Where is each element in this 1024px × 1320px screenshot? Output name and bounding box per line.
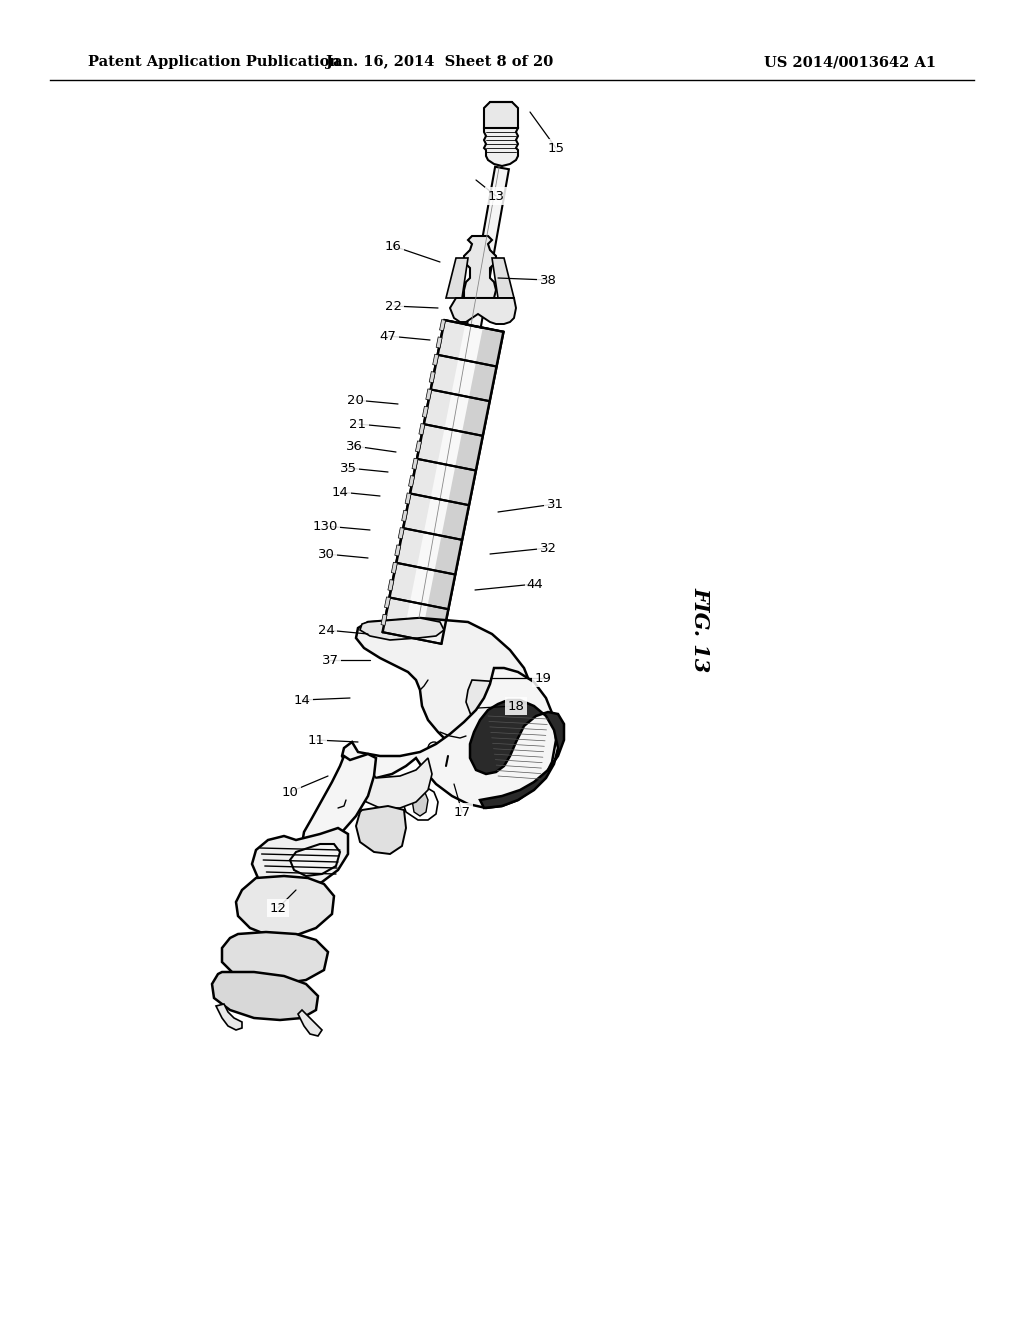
Polygon shape: [470, 700, 564, 808]
Polygon shape: [456, 432, 482, 470]
Polygon shape: [389, 562, 417, 602]
Polygon shape: [388, 579, 394, 591]
Text: 17: 17: [454, 805, 470, 818]
Text: Patent Application Publication: Patent Application Publication: [88, 55, 340, 69]
Polygon shape: [421, 605, 449, 644]
Polygon shape: [466, 680, 510, 726]
Polygon shape: [348, 756, 432, 808]
Circle shape: [516, 686, 532, 704]
Polygon shape: [398, 528, 404, 539]
Text: 19: 19: [535, 672, 552, 685]
Text: 36: 36: [345, 440, 362, 453]
Text: 14: 14: [294, 693, 310, 706]
Polygon shape: [302, 754, 376, 851]
Polygon shape: [356, 618, 534, 756]
Polygon shape: [342, 668, 556, 808]
Polygon shape: [412, 458, 418, 470]
Polygon shape: [439, 319, 445, 331]
Polygon shape: [212, 972, 318, 1020]
Polygon shape: [406, 492, 411, 504]
Text: 30: 30: [317, 548, 335, 561]
Polygon shape: [426, 389, 432, 400]
Polygon shape: [415, 166, 509, 619]
Polygon shape: [395, 545, 400, 556]
Text: 37: 37: [322, 653, 339, 667]
Polygon shape: [252, 828, 348, 892]
Polygon shape: [431, 355, 459, 393]
Polygon shape: [436, 337, 442, 348]
Text: 32: 32: [540, 541, 556, 554]
Polygon shape: [416, 441, 422, 451]
Text: US 2014/0013642 A1: US 2014/0013642 A1: [764, 55, 936, 69]
Text: 11: 11: [307, 734, 325, 747]
Polygon shape: [464, 236, 496, 298]
Polygon shape: [446, 257, 468, 298]
Text: 21: 21: [349, 417, 367, 430]
Polygon shape: [384, 597, 390, 609]
Polygon shape: [409, 475, 415, 487]
Polygon shape: [381, 614, 387, 626]
Text: 15: 15: [548, 141, 564, 154]
Polygon shape: [484, 102, 518, 128]
Polygon shape: [437, 321, 465, 359]
Polygon shape: [216, 1005, 242, 1030]
Circle shape: [428, 742, 440, 754]
Polygon shape: [417, 424, 444, 463]
Text: 20: 20: [346, 393, 364, 407]
Polygon shape: [422, 407, 428, 417]
Polygon shape: [434, 536, 462, 574]
Polygon shape: [492, 257, 514, 298]
Text: 13: 13: [487, 190, 505, 202]
Text: 10: 10: [282, 785, 298, 799]
Polygon shape: [469, 363, 497, 401]
Polygon shape: [419, 424, 425, 434]
Text: FIG. 13: FIG. 13: [690, 587, 710, 673]
Polygon shape: [449, 466, 476, 506]
Polygon shape: [356, 807, 406, 854]
Polygon shape: [428, 570, 456, 610]
Polygon shape: [391, 562, 397, 573]
Polygon shape: [476, 327, 504, 367]
Polygon shape: [298, 1010, 322, 1036]
Polygon shape: [462, 397, 489, 436]
Polygon shape: [383, 598, 410, 636]
Text: 130: 130: [312, 520, 338, 532]
Polygon shape: [433, 354, 438, 366]
Text: 47: 47: [380, 330, 396, 342]
Polygon shape: [360, 618, 444, 640]
Text: 22: 22: [384, 300, 401, 313]
Text: 35: 35: [340, 462, 356, 474]
Text: Jan. 16, 2014  Sheet 8 of 20: Jan. 16, 2014 Sheet 8 of 20: [327, 55, 554, 69]
Polygon shape: [441, 502, 469, 540]
Polygon shape: [429, 371, 435, 383]
Polygon shape: [412, 789, 428, 816]
Text: 14: 14: [332, 486, 348, 499]
Text: 18: 18: [508, 700, 524, 713]
Polygon shape: [383, 321, 504, 644]
Polygon shape: [411, 459, 437, 498]
Polygon shape: [484, 121, 518, 166]
Polygon shape: [450, 298, 516, 323]
Polygon shape: [402, 785, 438, 820]
Polygon shape: [401, 511, 408, 521]
Text: 12: 12: [269, 902, 287, 915]
Polygon shape: [403, 494, 431, 532]
Circle shape: [382, 756, 394, 768]
Polygon shape: [290, 843, 340, 876]
Circle shape: [439, 759, 453, 774]
Polygon shape: [236, 876, 334, 936]
Text: 24: 24: [317, 623, 335, 636]
Text: 16: 16: [385, 239, 401, 252]
Polygon shape: [424, 389, 452, 428]
Polygon shape: [222, 932, 328, 983]
Polygon shape: [396, 528, 424, 566]
Text: 44: 44: [526, 578, 544, 590]
Text: 31: 31: [547, 498, 563, 511]
Text: 38: 38: [540, 273, 556, 286]
